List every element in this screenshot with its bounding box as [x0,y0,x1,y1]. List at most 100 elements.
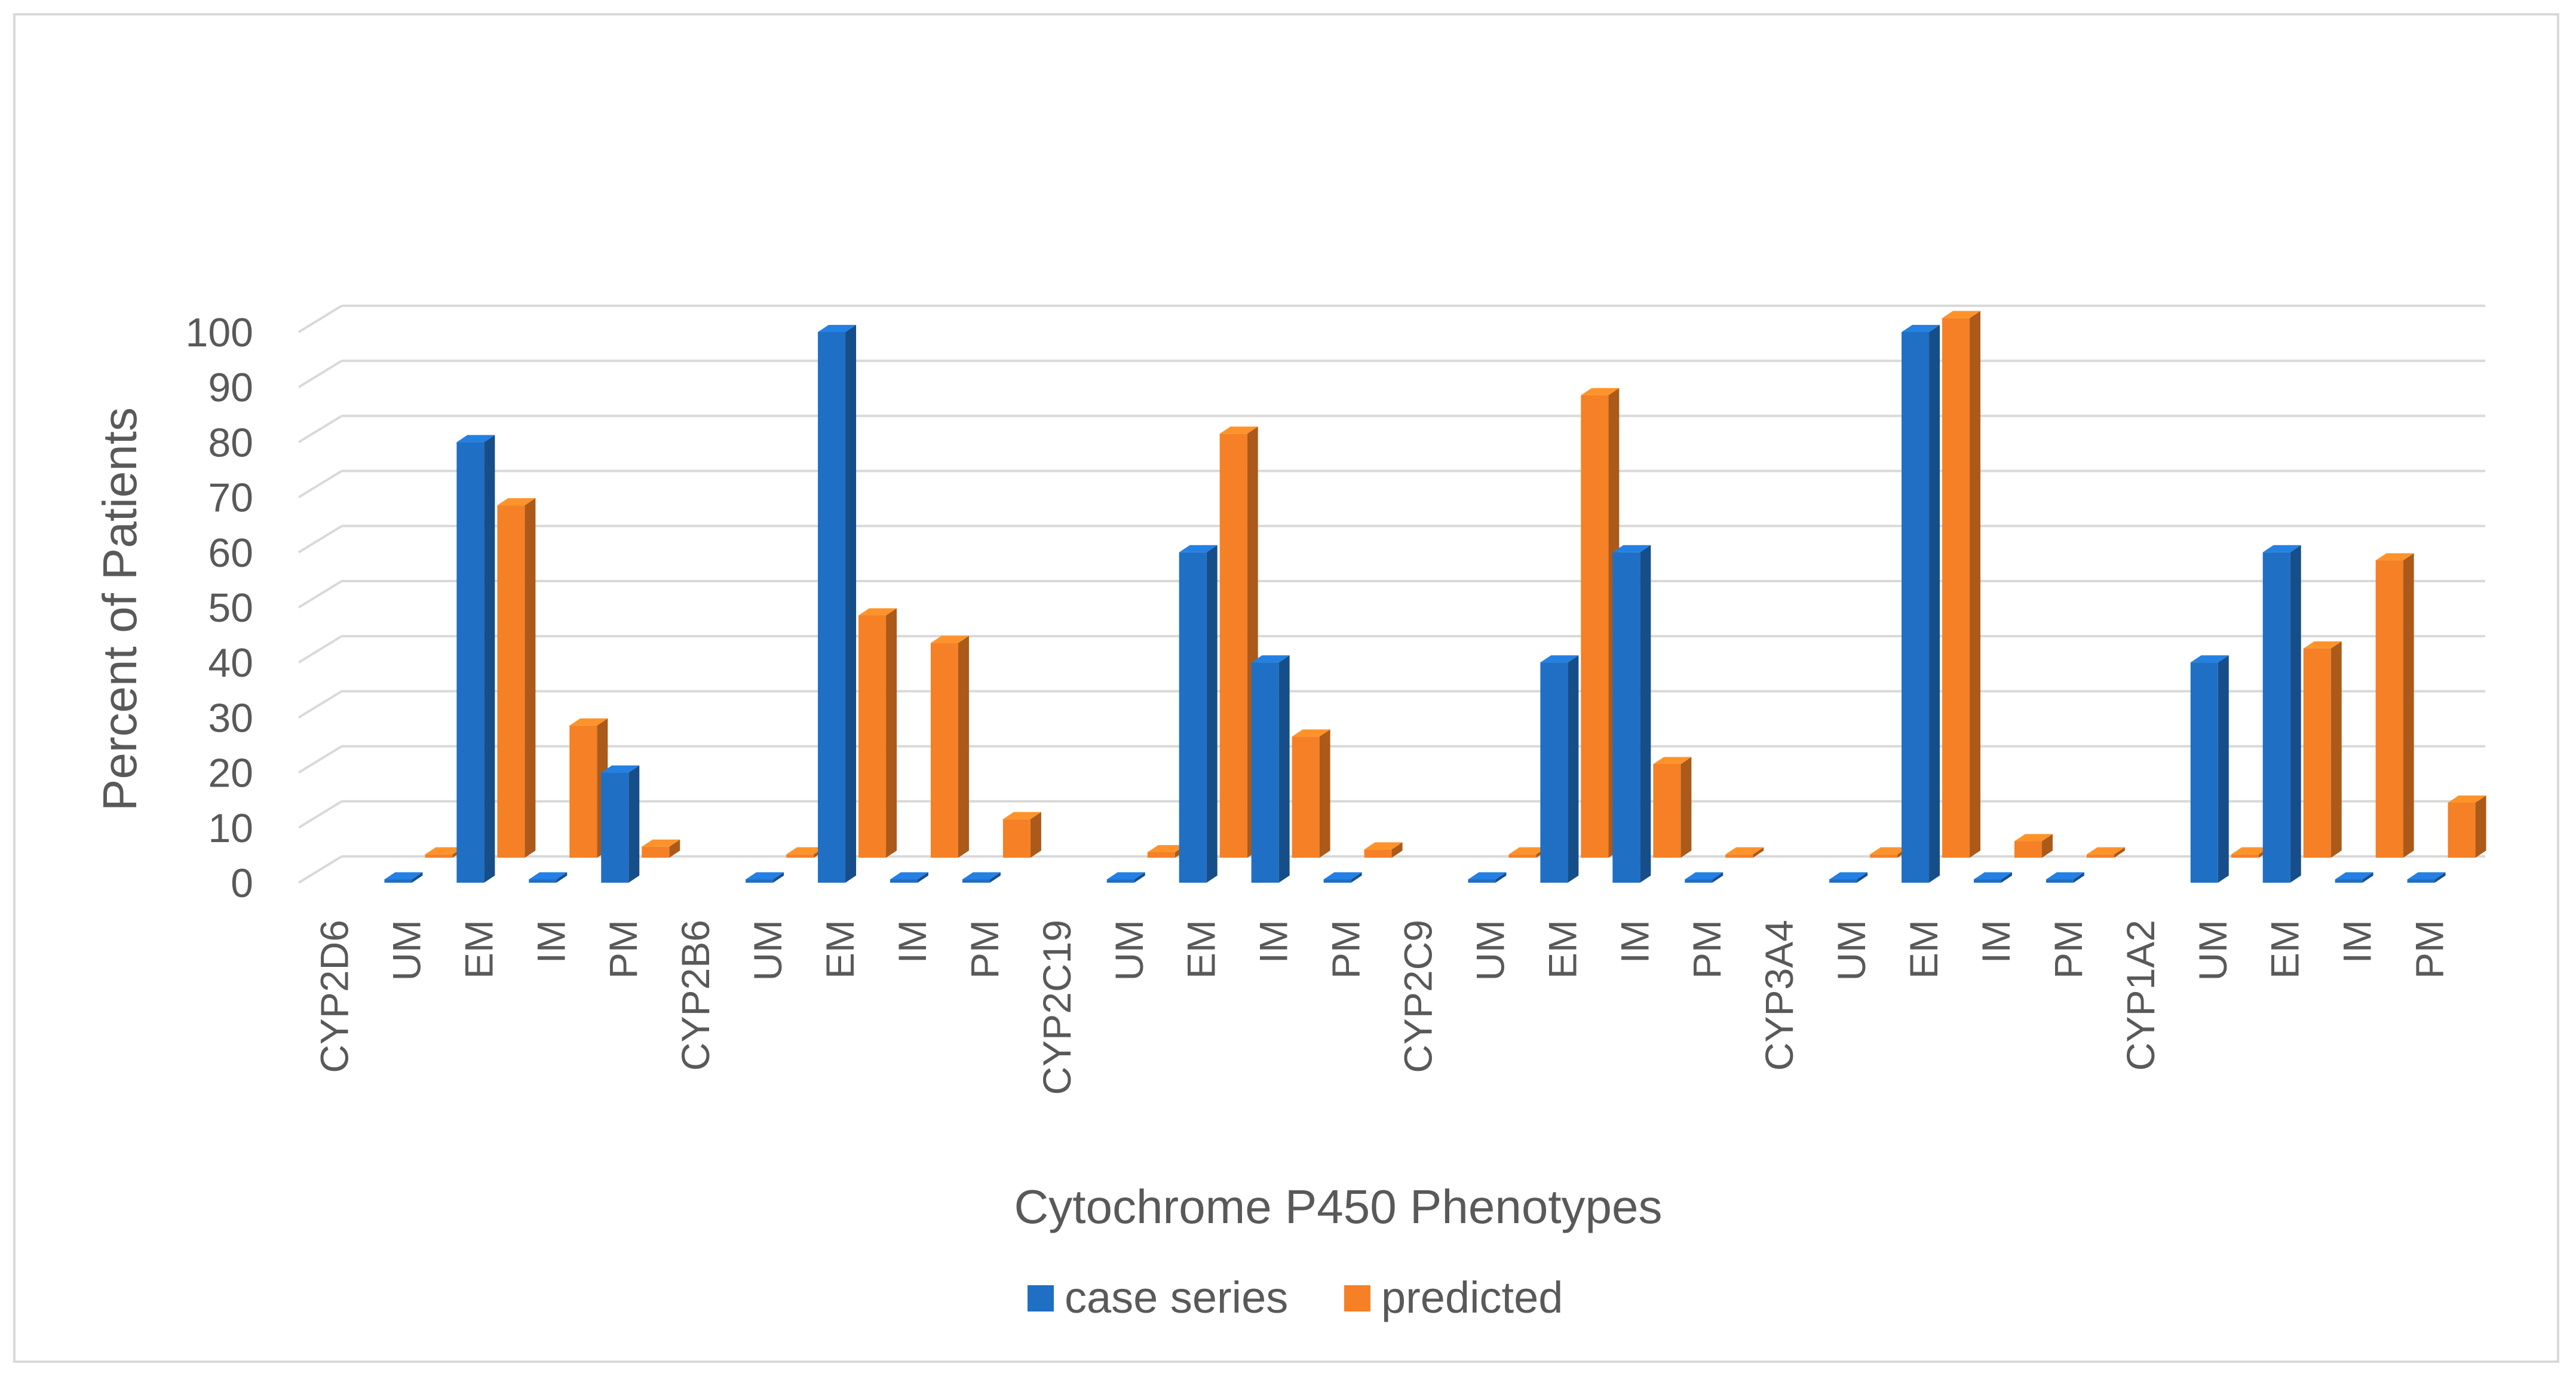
bar-predicted [1942,311,1981,858]
bar-case-series [456,435,495,883]
x-tick-label: EM [1540,920,1584,979]
bar-case-series [1973,872,2012,883]
legend-label: case series [1065,1273,1288,1322]
bar-case-series [384,872,423,883]
x-tick-label: UM [1107,920,1151,981]
bar-predicted [2086,847,2125,858]
y-tick-label: 20 [208,751,253,796]
x-tick-label: CYP2D6 [312,920,357,1073]
bar-case-series [962,872,1001,883]
bar-case-series [1106,872,1145,883]
bar-predicted [1002,812,1041,858]
x-tick-label: CYP2C19 [1035,920,1079,1095]
legend-swatch [1028,1285,1054,1312]
x-axis-title: Cytochrome P450 Phenotypes [1014,1180,1662,1233]
x-tick-label: PM [1685,920,1729,979]
bar-case-series [1251,655,1290,883]
bar-case-series [1829,872,1868,883]
bars [384,311,2486,883]
x-tick-label: EM [456,920,501,979]
gridline-diag [298,525,343,554]
y-tick-label: 60 [208,530,253,576]
x-tick-label: PM [2046,920,2090,979]
x-tick-label: PM [2408,920,2452,979]
bar-case-series [1323,872,1362,883]
bar-predicted [858,608,897,858]
y-tick-label: 10 [208,806,253,851]
y-tick-label: 100 [186,310,253,355]
gridline-diag [298,745,343,774]
gridline-diag [298,469,343,499]
legend-swatch [1344,1285,1370,1312]
y-axis-title: Percent of Patients [93,407,146,811]
x-tick-label: UM [384,920,428,981]
y-axis-ticks: 0 10 20 30 40 50 60 70 80 90 100 [186,310,253,906]
x-tick-label: CYP2B6 [673,920,717,1071]
x-tick-label: CYP1A2 [2118,920,2163,1071]
bar-case-series [1685,872,1724,883]
x-tick-label: CYP3A4 [1757,920,1801,1071]
x-tick-label: IM [890,920,934,963]
x-tick-label: UM [2191,920,2235,981]
x-tick-label: UM [1829,920,1873,981]
x-tick-label: EM [1179,920,1223,979]
gridline-diag [298,305,343,333]
x-tick-label: CYP2C9 [1396,920,1440,1073]
bar-predicted [1653,757,1692,858]
x-tick-label: IM [1252,920,1296,963]
bar-case-series [2262,545,2301,883]
bar-predicted [642,839,680,858]
bar-case-series [529,872,568,883]
bar-predicted [2014,834,2053,858]
x-tick-label: IM [1974,920,2018,963]
x-tick-label: IM [529,920,573,963]
x-tick-label: UM [746,920,790,981]
y-tick-label: 80 [208,420,253,465]
gridlines [298,305,2485,884]
y-tick-label: 40 [208,640,253,686]
gridline-diag [298,414,343,444]
bar-case-series [2407,872,2446,883]
bar-case-series [1902,325,1940,883]
bar-predicted [2303,641,2342,858]
bar-predicted [1219,426,1258,858]
bar-predicted [1725,847,1764,858]
gridline-diag [298,360,343,388]
x-axis-ticks: CYP2D6 UM EM IM PM CYP2B6 UM EM IM PM CYP2C19 UM EM I… [312,920,2452,1095]
bar-case-series [818,325,857,883]
x-tick-label: EM [818,920,862,979]
x-tick-label: EM [2263,920,2307,979]
bar-predicted [497,498,536,858]
y-tick-label: 90 [208,365,253,410]
bar-case-series [2335,872,2373,883]
gridline-diag [298,800,343,829]
x-tick-label: PM [1324,920,1368,979]
bar-case-series [2190,655,2229,883]
bar-case-series [890,872,928,883]
y-tick-label: 0 [231,861,253,906]
x-tick-label: UM [1468,920,1512,981]
gridline-diag [298,580,343,609]
y-tick-label: 70 [208,475,253,521]
x-tick-label: PM [962,920,1007,979]
gridline-diag [298,855,343,884]
bar-case-series [1468,872,1507,883]
bar-predicted [930,635,969,858]
gridline-diag [298,635,343,664]
bar-case-series [2046,872,2084,883]
bar-case-series [601,765,640,883]
y-tick-label: 30 [208,695,253,741]
bar-predicted [2448,796,2486,858]
bar-predicted [569,718,608,858]
legend-label: predicted [1381,1273,1563,1322]
x-tick-label: EM [1902,920,1946,979]
bar-case-series [1612,545,1651,883]
bar-predicted [1364,842,1403,858]
x-tick-label: PM [601,920,645,979]
bar-case-series [1540,655,1579,883]
bar-predicted [2375,553,2414,858]
legend: case series predicted [1028,1273,1563,1322]
x-tick-label: IM [1612,920,1657,963]
bar-predicted [1292,729,1330,858]
